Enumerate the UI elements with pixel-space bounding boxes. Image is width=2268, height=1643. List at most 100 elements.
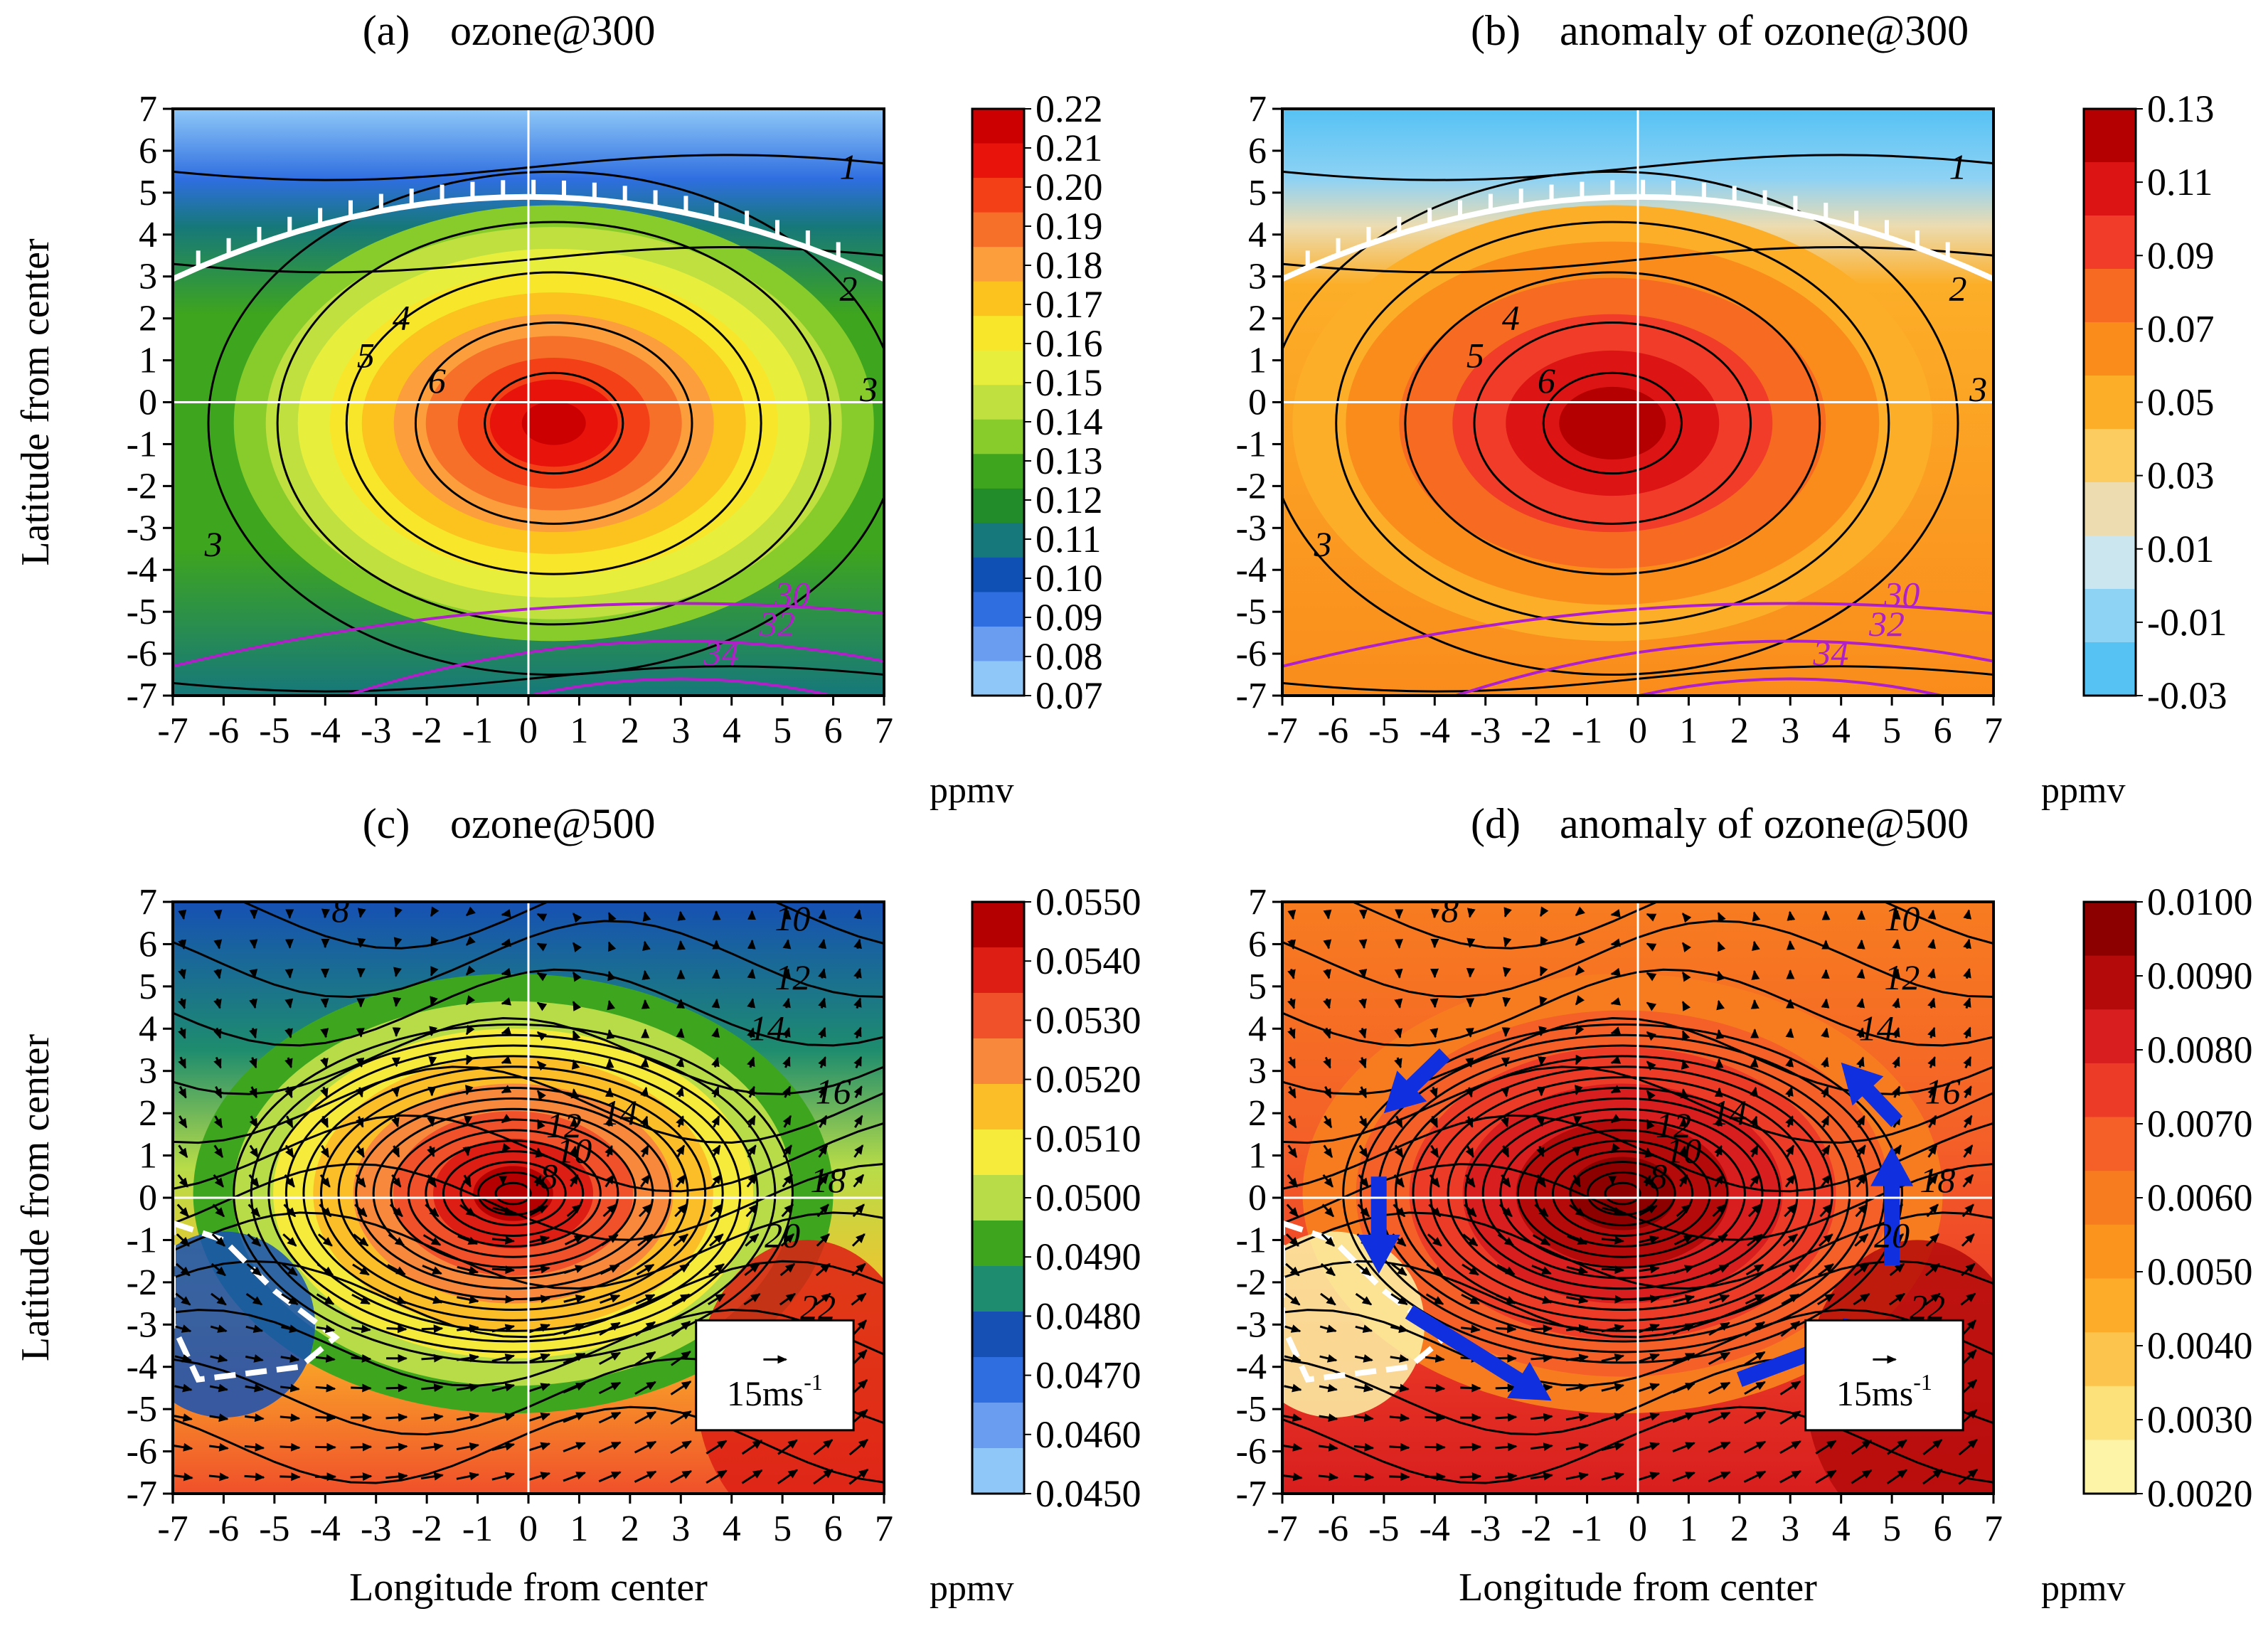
wind-vector [1636,1353,1661,1363]
wind-vector [709,1233,724,1247]
wind-vector [1962,1174,1974,1188]
wind-vector [564,1234,585,1245]
wind-vector [1575,906,1585,917]
wind-vector [676,1086,684,1097]
wind-vector [1672,1322,1695,1335]
contour [173,665,884,693]
wind-vector [566,1203,582,1217]
panel-title: anomaly of ozone@300 [1560,7,1969,54]
wind-vector [601,1233,619,1246]
wind-vector [1782,1263,1799,1276]
field-level [1559,386,1666,460]
colorbar-tick-label: 0.08 [1035,635,1103,678]
wind-vector [1817,1293,1836,1306]
wind-vector [1575,1024,1585,1036]
wind-vector [391,1116,400,1128]
wind-vector [1963,1085,1972,1099]
wind-vector [1779,1440,1801,1455]
wind-vector [1497,1233,1515,1247]
wind-vector [1601,1472,1625,1481]
wind-vector [637,1233,654,1247]
wind-vector [851,1262,866,1277]
wind-vector [249,1115,258,1129]
wind-vector [284,1115,294,1129]
blue-arrow-head [1841,1062,1884,1106]
colorbar-tick-label: 0.18 [1035,244,1103,287]
wind-vector [1538,1056,1547,1067]
contour-label: 5 [1466,336,1484,376]
wind-vector [501,997,512,1006]
wind-vector [284,1057,293,1069]
wind-vector [465,1054,474,1065]
wind-vector [818,1144,829,1158]
wind-vector [818,1026,826,1038]
wind-vector [1565,1354,1589,1363]
wind-vector [246,1262,262,1277]
wind-vector [634,1381,656,1395]
wind-vector [320,1058,329,1068]
wind-vector [1787,910,1796,921]
wind-vector [1636,1413,1661,1423]
colorbar-swatch [972,661,1024,696]
y-axis-label: Latitude from center [14,1034,58,1362]
wind-vector [605,1144,613,1157]
wind-vector [462,1174,472,1188]
wind-vector [386,1294,407,1304]
wind-vector [1963,1115,1973,1128]
wind-vector [1565,1413,1590,1422]
wind-vector [356,1144,365,1158]
contour [173,1309,884,1387]
wind-vector [456,1442,480,1451]
panel-letter: (a) [363,7,410,54]
wind-vector [1355,1324,1373,1334]
wind-vector [1781,1293,1800,1305]
wind-vector [249,1144,259,1159]
wind-vector [634,1410,657,1425]
wind-vector [491,1235,516,1245]
x-tick-label: -1 [462,711,493,751]
x-tick-label: -7 [1267,711,1297,751]
wind-vector [430,966,439,977]
colorbar-tick-label: 0.14 [1035,400,1103,443]
wind-vector [1462,1263,1479,1276]
wind-vector [853,1085,863,1099]
wind-vector [1394,1057,1402,1069]
wind-vector [634,1440,657,1454]
wind-vector [355,1174,366,1188]
wind-vector [178,1085,187,1099]
panel-title: ozone@300 [450,7,656,54]
wind-vector [1601,1442,1625,1452]
y-tick-label: -1 [127,424,157,464]
colorbar-swatch [2084,955,2136,1010]
wind-vector [1927,1115,1937,1128]
wind-vector [1536,1146,1545,1158]
contour [173,1260,884,1339]
wind-vector [351,1293,371,1305]
x-tick-label: 3 [1781,711,1799,751]
colorbar-swatch [2084,1117,2136,1171]
magenta-contour [523,677,838,696]
y-tick-label: -2 [127,1262,157,1303]
contour-label: 6 [1538,361,1555,400]
wind-vector [176,1233,190,1247]
contour-label: 5 [357,336,375,376]
wind-vector [853,1056,863,1069]
wind-vector [711,1115,720,1128]
wind-vector [782,968,792,979]
wind-vector [385,1413,408,1422]
x-tick-label: 4 [723,711,741,751]
wind-vector [1465,1057,1474,1068]
wind-vector [501,1056,512,1064]
wind-vector [1780,1320,1801,1337]
wind-vector [853,1115,863,1128]
wind-vector [421,1383,444,1393]
wind-vector [711,1144,721,1158]
wind-vector [1539,906,1549,918]
y-tick-label: -4 [1236,1347,1267,1388]
wind-vector [1782,1233,1799,1247]
wind-vector [1536,1117,1545,1127]
wind-vector [1709,1264,1730,1275]
wind-vector [1636,1324,1660,1334]
wind-vector [394,907,403,918]
colorbar-tick-label: 0.13 [1035,440,1103,482]
